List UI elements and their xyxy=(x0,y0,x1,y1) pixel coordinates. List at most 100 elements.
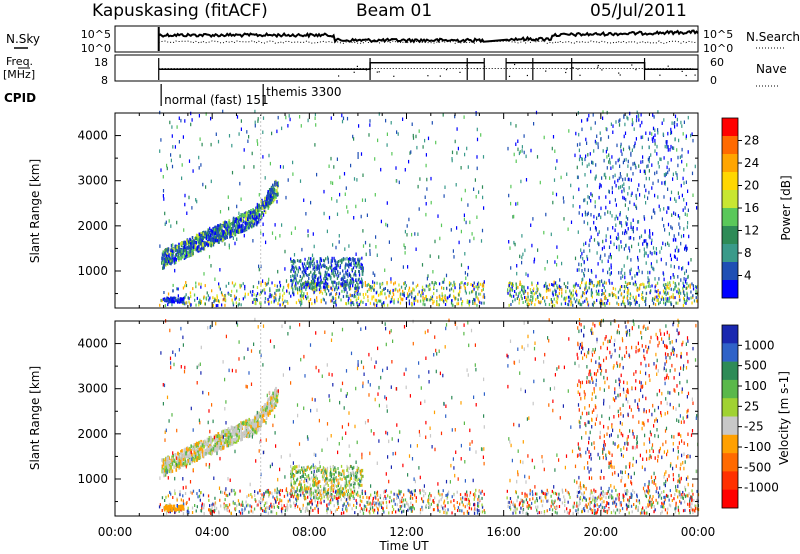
power-cell xyxy=(248,135,250,139)
power-cell xyxy=(595,163,597,167)
velocity-cell xyxy=(367,502,369,506)
power-cell xyxy=(322,297,324,301)
power-cell xyxy=(668,206,670,210)
velocity-cell xyxy=(261,493,263,497)
velocity-cell xyxy=(443,499,446,503)
power-cell xyxy=(507,284,510,288)
power-cell xyxy=(358,271,361,275)
velocity-cell xyxy=(479,510,481,514)
power-cell xyxy=(586,254,588,259)
power-cell xyxy=(593,214,595,219)
power-cell xyxy=(617,158,619,163)
power-cell xyxy=(654,285,656,289)
power-cell xyxy=(678,232,680,236)
power-cell xyxy=(628,246,630,250)
power-cell xyxy=(667,161,669,165)
power-cell xyxy=(177,297,179,301)
power-cell xyxy=(246,221,249,226)
power-cell xyxy=(533,260,535,264)
power-cell xyxy=(267,281,269,285)
power-cell xyxy=(566,286,569,289)
power-cell xyxy=(536,290,538,294)
power-cell xyxy=(468,301,470,305)
power-cell xyxy=(464,282,466,285)
power-cell xyxy=(250,220,252,224)
power-cell xyxy=(393,282,395,286)
power-cell xyxy=(227,195,229,199)
power-cell xyxy=(437,214,439,218)
power-cell xyxy=(312,288,314,292)
velocity-cell xyxy=(605,496,607,500)
power-cell xyxy=(670,276,672,280)
power-cell xyxy=(678,282,680,286)
power-cell xyxy=(612,175,614,179)
power-cell xyxy=(211,238,213,242)
power-cell xyxy=(308,265,310,269)
power-cell xyxy=(635,137,637,141)
velocity-cell xyxy=(262,497,264,501)
power-cell xyxy=(508,193,510,198)
power-cell xyxy=(654,171,656,176)
power-cell xyxy=(662,283,665,287)
power-cell xyxy=(643,215,645,219)
power-cell xyxy=(617,290,620,294)
power-cell xyxy=(551,146,553,151)
power-cell xyxy=(598,242,600,247)
power-cell xyxy=(244,292,246,296)
y-tick-label: 4000 xyxy=(77,129,108,143)
power-cell xyxy=(619,172,621,176)
power-cell xyxy=(374,298,376,302)
velocity-cell xyxy=(302,503,304,507)
power-cell xyxy=(212,243,215,247)
velocity-cell xyxy=(429,497,431,501)
power-cell xyxy=(395,166,397,170)
velocity-cell xyxy=(281,511,283,515)
power-cell xyxy=(608,267,610,271)
power-cell xyxy=(181,252,184,257)
power-cell xyxy=(220,231,222,236)
power-cell xyxy=(292,291,294,295)
power-cell xyxy=(356,303,358,307)
velocity-cell xyxy=(363,507,366,511)
power-cell xyxy=(307,233,309,238)
power-cell xyxy=(177,249,179,253)
power-cell xyxy=(357,293,359,296)
freq-left-tick-bottom: 8 xyxy=(101,74,108,87)
colorbar-swatch xyxy=(722,136,738,155)
power-cell xyxy=(349,262,351,266)
power-cell xyxy=(309,283,311,287)
power-cell xyxy=(345,271,347,275)
power-cell xyxy=(191,236,194,240)
power-cell xyxy=(563,200,565,204)
power-cell xyxy=(312,232,314,236)
power-cell xyxy=(198,166,200,170)
power-cell xyxy=(673,275,675,279)
power-cell xyxy=(475,295,477,299)
power-cell xyxy=(290,259,292,263)
power-cell xyxy=(336,263,338,267)
power-cell xyxy=(359,280,362,284)
power-cell xyxy=(359,257,361,261)
power-cell xyxy=(252,213,255,218)
velocity-cell xyxy=(302,506,304,510)
power-cell xyxy=(222,235,224,240)
velocity-cell xyxy=(591,511,593,515)
velocity-cell xyxy=(409,496,412,500)
power-cell xyxy=(469,300,471,304)
power-cell xyxy=(183,254,186,259)
power-cell xyxy=(653,115,655,119)
power-cell xyxy=(205,236,208,241)
velocity-cell xyxy=(601,496,603,500)
power-cell xyxy=(539,301,541,305)
power-cell xyxy=(477,287,479,291)
power-cell xyxy=(585,137,587,142)
power-cell xyxy=(624,231,626,236)
power-cell xyxy=(422,302,424,306)
power-cell xyxy=(217,224,219,228)
power-cell xyxy=(615,295,617,299)
power-cell xyxy=(198,303,200,307)
power-cell xyxy=(163,265,165,270)
power-cell xyxy=(657,299,659,303)
power-cell xyxy=(399,301,402,305)
power-cell xyxy=(510,288,512,292)
